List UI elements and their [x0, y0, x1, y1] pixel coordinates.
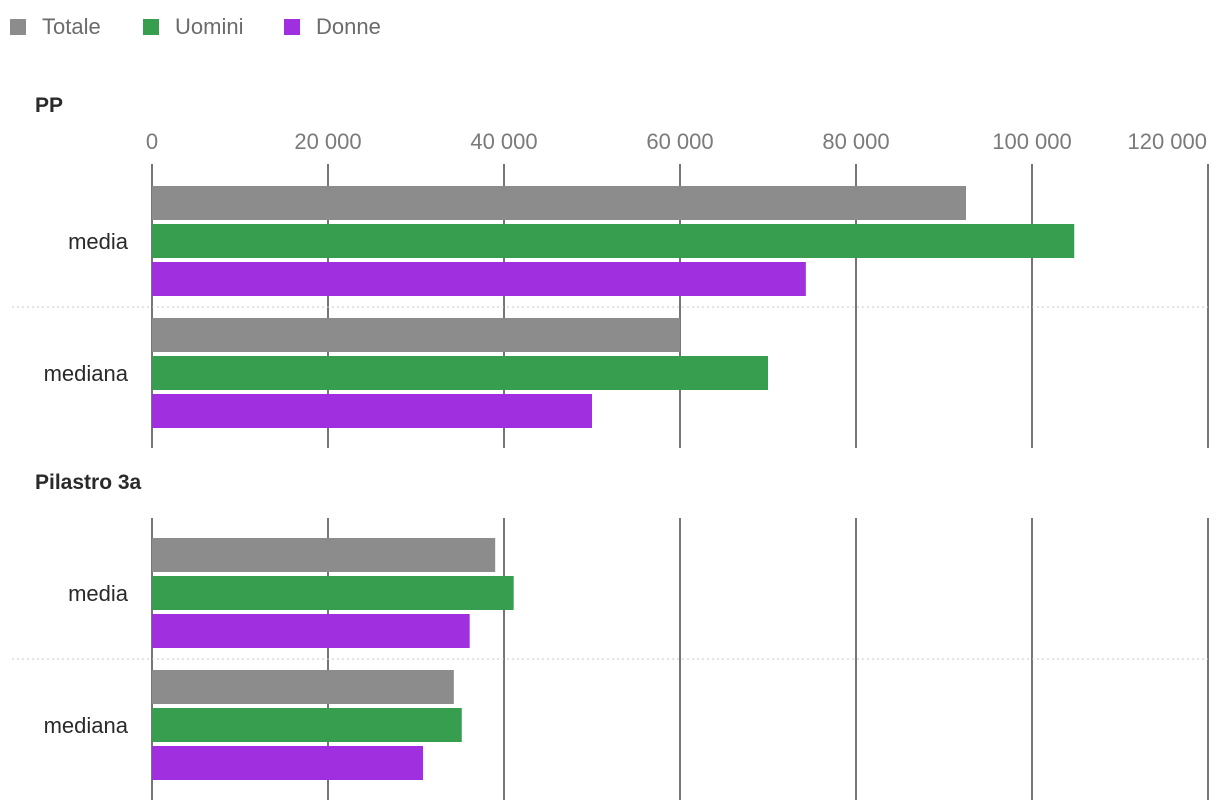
bar-donne: [152, 746, 424, 780]
legend-item-totale: Totale: [10, 14, 101, 39]
group-title: PP: [35, 94, 63, 117]
legend-item-uomini: Uomini: [143, 14, 243, 39]
x-axis-ticks: 0 20 000 40 000 60 000 80 000 100 000 120 000: [146, 129, 1207, 154]
bar-uomini: [152, 576, 514, 610]
legend: Totale Uomini Donne: [10, 14, 381, 39]
bar-donne: [152, 262, 806, 296]
legend-item-donne: Donne: [284, 14, 381, 39]
legend-swatch: [143, 19, 159, 35]
x-tick-label: 40 000: [470, 129, 537, 154]
bar-donne: [152, 394, 592, 428]
group-1: Pilastro 3a media mediana: [12, 471, 1208, 780]
bar-uomini: [152, 224, 1075, 258]
x-tick-label: 20 000: [294, 129, 361, 154]
legend-label: Uomini: [175, 14, 243, 39]
category-label: mediana: [44, 361, 129, 386]
bar-uomini: [152, 708, 462, 742]
category-label: mediana: [44, 713, 129, 738]
chart-groups: PP media mediana Pilastro 3a media mediana: [12, 94, 1208, 780]
x-tick-label: 120 000: [1127, 129, 1207, 154]
gridlines: [151, 164, 1209, 800]
x-tick-label: 60 000: [646, 129, 713, 154]
x-tick-label: 80 000: [822, 129, 889, 154]
bar-totale: [152, 186, 966, 220]
legend-label: Totale: [42, 14, 101, 39]
group-title: Pilastro 3a: [35, 471, 142, 494]
bar-totale: [152, 670, 454, 704]
category-label: media: [68, 229, 129, 254]
bar-uomini: [152, 356, 768, 390]
category-label: media: [68, 581, 129, 606]
bar-totale: [152, 538, 496, 572]
bar-totale: [152, 318, 680, 352]
bar-donne: [152, 614, 470, 648]
x-tick-label: 0: [146, 129, 158, 154]
group-0: PP media mediana: [12, 94, 1208, 428]
legend-swatch: [284, 19, 300, 35]
x-tick-label: 100 000: [992, 129, 1072, 154]
legend-label: Donne: [316, 14, 381, 39]
legend-swatch: [10, 19, 26, 35]
